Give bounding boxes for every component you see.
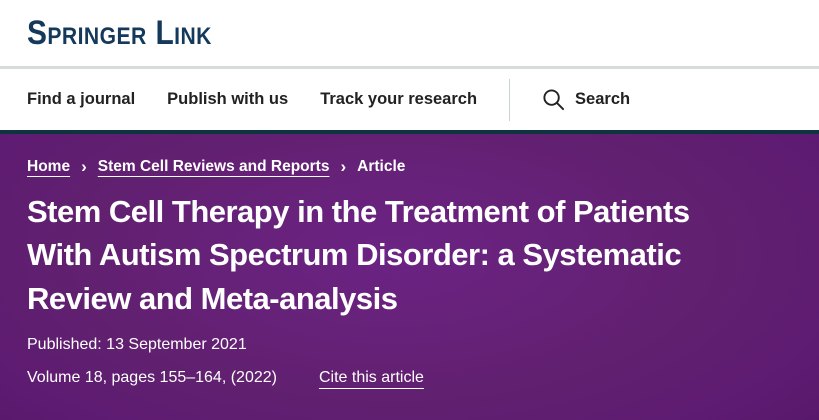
header: Springer Link [0,0,819,66]
article-hero: Home › Stem Cell Reviews and Reports › A… [0,130,819,420]
breadcrumb-home[interactable]: Home [27,158,71,175]
nav-find-a-journal[interactable]: Find a journal [27,90,136,108]
search-icon [543,89,565,111]
nav-track-your-research[interactable]: Track your research [320,90,478,108]
chevron-right-icon: › [340,156,347,176]
breadcrumb-article: Article [357,158,406,175]
header-divider [0,66,819,69]
chevron-right-icon: › [81,156,87,176]
published-date: Published: 13 September 2021 [27,336,247,354]
article-title: Stem Cell Therapy in the Treatment of Pa… [27,194,690,316]
cite-this-article-link[interactable]: Cite this article [318,369,424,387]
breadcrumb: Home › Stem Cell Reviews and Reports › A… [27,158,792,176]
breadcrumb-journal[interactable]: Stem Cell Reviews and Reports [97,158,330,175]
nav-divider [509,78,511,121]
springer-link-logo[interactable]: Springer Link [27,13,212,52]
volume-pages-info: Volume 18, pages 155–164, (2022) [27,369,277,387]
main-nav: Find a journal Publish with us Track you… [0,69,819,130]
nav-publish-with-us[interactable]: Publish with us [167,90,289,108]
volume-row: Volume 18, pages 155–164, (2022) Cite th… [27,369,792,387]
search-label: Search [575,90,631,108]
search-button[interactable]: Search [542,88,630,111]
